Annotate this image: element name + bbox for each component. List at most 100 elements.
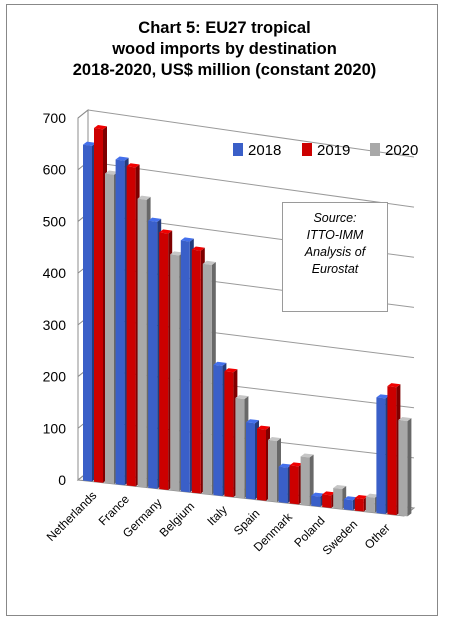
- legend-swatch: [233, 143, 243, 156]
- bar-front: [180, 240, 190, 493]
- bar-front: [137, 198, 147, 488]
- legend-label: 2020: [385, 142, 418, 159]
- bar-front: [257, 428, 266, 501]
- bar-top: [333, 484, 347, 489]
- bar-top: [387, 383, 401, 388]
- bar-top: [180, 237, 194, 242]
- title-line-3: 2018-2020, US$ million (constant 2020): [72, 61, 377, 79]
- category-label-other: Other: [362, 521, 393, 552]
- bar-side: [407, 418, 412, 517]
- y-tick-label: 100: [43, 420, 67, 436]
- bar-top: [365, 493, 379, 498]
- legend-label: 2018: [248, 142, 281, 159]
- y-tick-label: 700: [43, 110, 67, 126]
- bar-top: [278, 463, 292, 468]
- grid-line: [87, 161, 415, 208]
- source-line-2: ITTO-IMM: [306, 228, 364, 242]
- bar-front: [159, 232, 169, 490]
- bar-front: [202, 263, 212, 495]
- y-tick-label: 600: [43, 162, 67, 178]
- bar-top: [83, 141, 96, 146]
- y-tick-label: 0: [58, 472, 66, 488]
- legend-item-2020: 2020: [370, 142, 418, 159]
- bar-front: [322, 494, 332, 508]
- source-line-1: Source:: [313, 211, 357, 225]
- bar-top: [354, 494, 368, 499]
- bar-top: [300, 453, 314, 458]
- legend-item-2018: 2018: [233, 142, 281, 159]
- bar-top: [170, 251, 184, 256]
- title-line-2: wood imports by destination: [112, 40, 337, 58]
- y-tick-label: 500: [43, 213, 67, 229]
- bar-front: [224, 371, 234, 498]
- bar-top: [148, 217, 162, 222]
- bar-2020-other: [398, 417, 412, 517]
- chart-title: Chart 5: EU27 tropical wood imports by d…: [0, 18, 449, 81]
- bar-front: [148, 220, 158, 489]
- bar-top: [268, 437, 281, 442]
- bar-front: [289, 465, 299, 505]
- bar-top: [322, 491, 336, 496]
- bar-front: [94, 128, 103, 483]
- bar-top: [311, 492, 325, 497]
- legend-item-2019: 2019: [302, 142, 350, 159]
- bar-top: [246, 419, 259, 424]
- bar-front: [278, 466, 288, 504]
- bar-front: [170, 254, 180, 492]
- y-axis-ticks: 0 100 200 300 400 500 600 700: [43, 110, 67, 488]
- source-line-3: Analysis of: [304, 245, 366, 259]
- bar-front: [246, 422, 255, 500]
- bar-front: [235, 398, 245, 499]
- bar-top: [137, 195, 151, 200]
- bar-top: [235, 395, 249, 400]
- bar-side: [309, 454, 314, 506]
- bar-front: [333, 487, 343, 510]
- bar-top: [257, 425, 270, 430]
- bar-front: [105, 173, 114, 484]
- bar-top: [343, 496, 357, 501]
- bar-front: [83, 144, 92, 482]
- bar-top: [191, 246, 205, 251]
- category-label-italy: Italy: [204, 503, 229, 528]
- bar-front: [311, 495, 321, 507]
- bar-2020-poland: [333, 484, 347, 510]
- bar-front: [213, 364, 223, 496]
- bar-top: [398, 417, 412, 422]
- bar-top: [126, 163, 140, 168]
- bar-front: [126, 166, 136, 487]
- bar-front: [398, 420, 408, 517]
- category-label-spain: Spain: [231, 506, 263, 538]
- bar-front: [268, 440, 277, 502]
- bar-front: [376, 397, 386, 514]
- source-line-4: Eurostat: [311, 262, 359, 276]
- category-label-netherlands: Netherlands: [44, 488, 100, 544]
- bar-top: [289, 462, 303, 467]
- bar-top: [213, 361, 227, 366]
- bar-top: [115, 156, 129, 161]
- legend-swatch: [302, 143, 312, 156]
- bar-front: [300, 456, 310, 506]
- title-line-1: Chart 5: EU27 tropical: [138, 19, 311, 37]
- bar-front: [343, 499, 353, 511]
- bar-top: [159, 229, 173, 234]
- y-tick-label: 400: [43, 265, 67, 281]
- bars: [83, 125, 412, 517]
- bar-2020-denmark: [300, 453, 314, 506]
- legend-label: 2019: [317, 142, 350, 159]
- y-tick-label: 300: [43, 317, 67, 333]
- bar-front: [191, 249, 201, 494]
- bar-top: [94, 125, 107, 130]
- bar-top: [202, 260, 216, 265]
- bar-front: [387, 386, 397, 516]
- grid-line: [87, 109, 415, 158]
- bar-top: [224, 368, 238, 373]
- source-annotation: Source: ITTO-IMM Analysis of Eurostat: [282, 202, 388, 312]
- bar-top: [376, 394, 390, 399]
- grid-line-side: [77, 109, 89, 119]
- bar-top: [105, 170, 118, 175]
- bar-front: [354, 497, 364, 512]
- bar-front: [365, 496, 375, 513]
- bar-front: [115, 159, 125, 486]
- legend: 2018 2019 2020: [233, 142, 418, 159]
